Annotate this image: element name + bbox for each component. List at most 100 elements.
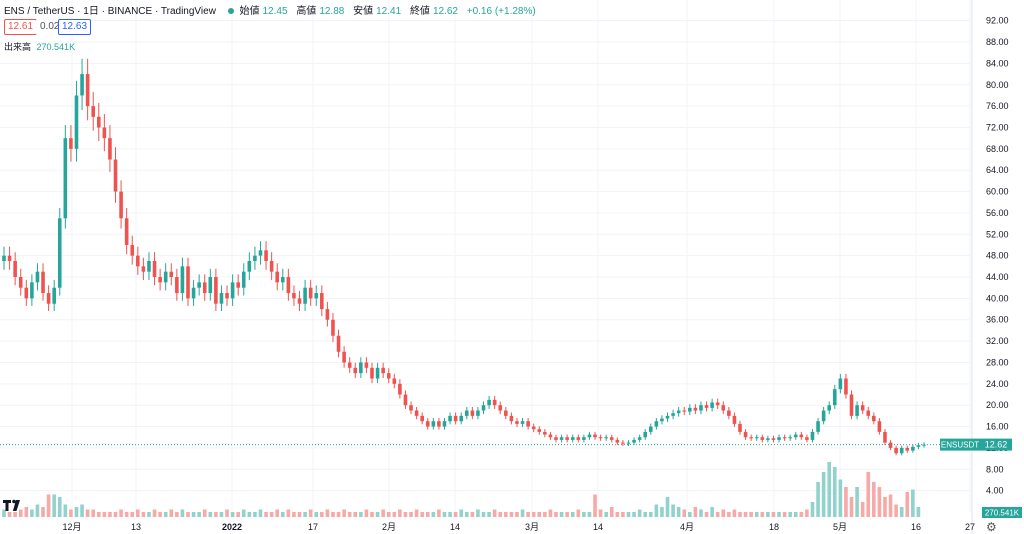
volume-bar (69, 509, 73, 517)
last-price-symbol-badge (940, 438, 980, 451)
volume-bar (805, 509, 809, 517)
candle-body (598, 437, 603, 439)
candle-body (158, 277, 162, 283)
candle-body (771, 438, 776, 440)
volume-bar (331, 512, 335, 517)
candle-body (453, 415, 458, 422)
price-tick-label: 32.00 (986, 336, 1009, 346)
price-tick-label: 28.00 (986, 357, 1009, 367)
candle-body (509, 415, 514, 422)
volume-bar (208, 512, 213, 517)
volume-bar (615, 512, 620, 517)
volume-bar (308, 509, 313, 517)
volume-bar (420, 512, 424, 517)
ask-price-box[interactable]: 12.63 (58, 19, 92, 35)
volume-bar (470, 512, 475, 517)
volume-bar (180, 509, 185, 517)
high-label: 高値 (296, 6, 317, 17)
time-tick-label: 14 (450, 522, 460, 532)
candle-body (554, 437, 558, 440)
volume-bar (130, 512, 135, 517)
tradingview-logo-icon[interactable] (2, 498, 24, 512)
candle-body (308, 287, 313, 299)
candle-body (570, 437, 575, 440)
volume-bar (565, 512, 569, 517)
time-tick-label: 2022 (222, 522, 242, 532)
volume-bar (738, 512, 742, 517)
volume-bar (788, 512, 792, 517)
candle-body (353, 367, 358, 374)
candle-body (844, 378, 848, 395)
price-tick-label: 72.00 (986, 122, 1009, 132)
volume-bar (749, 512, 753, 517)
candle-body (425, 421, 430, 427)
candle-body (738, 423, 742, 432)
settings-gear-icon[interactable]: ⚙ (986, 520, 997, 534)
volume-bar (253, 512, 257, 517)
volume-bar (777, 512, 781, 517)
candle-body (760, 437, 765, 440)
volume-label: 出来高 (4, 42, 32, 52)
candle-body (175, 277, 179, 294)
volume-bar (838, 479, 843, 517)
volume-bar (732, 509, 737, 517)
candle-body (576, 437, 581, 440)
symbol-title[interactable]: ENS / TetherUS · 1日 · BINANCE · TradingV… (4, 6, 216, 17)
volume-bar (375, 512, 380, 517)
candle-body (336, 335, 341, 352)
volume-bar (593, 494, 597, 517)
volume-bar (136, 509, 140, 517)
volume-bar (459, 509, 464, 517)
volume-bar (531, 512, 536, 517)
price-axis: 4.008.0012.0016.0020.0024.0028.0032.0036… (971, 0, 1009, 534)
candle-body (381, 367, 385, 374)
candle-body (565, 437, 569, 440)
volume-bar (197, 512, 201, 517)
volume-bar (214, 512, 218, 517)
time-tick-label: 4月 (680, 522, 694, 532)
time-tick-label: 18 (769, 522, 779, 532)
candle-body (286, 277, 291, 294)
volume-bar (648, 512, 653, 517)
volume-bar (598, 509, 603, 517)
volume-bar (637, 509, 642, 517)
volume-bar (102, 512, 107, 517)
candle-body (359, 362, 363, 374)
candle-body (827, 405, 832, 411)
volume-bar (236, 512, 240, 517)
candle-body (63, 138, 68, 219)
candle-body (108, 138, 112, 160)
candle-body (905, 447, 910, 451)
candle-body (492, 399, 497, 406)
candle-body (141, 266, 146, 272)
candle-body (459, 415, 464, 422)
volume-bar (743, 512, 748, 517)
volume-bar (286, 509, 291, 517)
volume-bar (515, 512, 519, 517)
candle-body (186, 266, 190, 299)
candle-body (386, 373, 391, 379)
volume-bar (347, 512, 352, 517)
candle-body (241, 271, 246, 288)
candle-body (342, 351, 346, 363)
volume-bar (158, 512, 162, 517)
volume-bar (682, 509, 687, 517)
last-price-badge (980, 438, 1012, 451)
candle-body (470, 410, 475, 416)
candle-body (515, 421, 519, 424)
volume-bar (442, 512, 447, 517)
volume-bar (710, 507, 714, 517)
open-label: 始値 (239, 6, 260, 17)
volume-bar (381, 509, 385, 517)
volume-bar (520, 509, 525, 517)
candle-body (727, 410, 731, 416)
candle-body (258, 250, 263, 256)
time-tick-label: 5月 (833, 522, 847, 532)
bid-price-box[interactable]: 12.61 (4, 19, 38, 35)
volume-bar (715, 512, 720, 517)
volume-bar (832, 467, 837, 517)
candle-body (743, 431, 748, 438)
candle-body (2, 255, 6, 261)
chart-header: ENS / TetherUS · 1日 · BINANCE · TradingV… (4, 2, 542, 17)
